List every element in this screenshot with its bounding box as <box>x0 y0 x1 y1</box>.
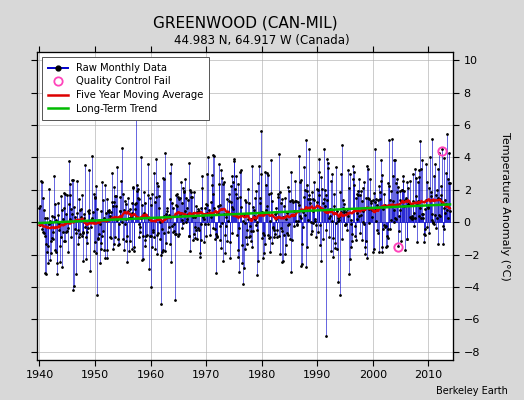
Y-axis label: Temperature Anomaly (°C): Temperature Anomaly (°C) <box>499 132 510 280</box>
Title: GREENWOOD (CAN-MIL): GREENWOOD (CAN-MIL) <box>152 15 337 30</box>
Text: Berkeley Earth: Berkeley Earth <box>436 386 508 396</box>
Legend: Raw Monthly Data, Quality Control Fail, Five Year Moving Average, Long-Term Tren: Raw Monthly Data, Quality Control Fail, … <box>42 57 209 120</box>
Text: 44.983 N, 64.917 W (Canada): 44.983 N, 64.917 W (Canada) <box>174 34 350 47</box>
